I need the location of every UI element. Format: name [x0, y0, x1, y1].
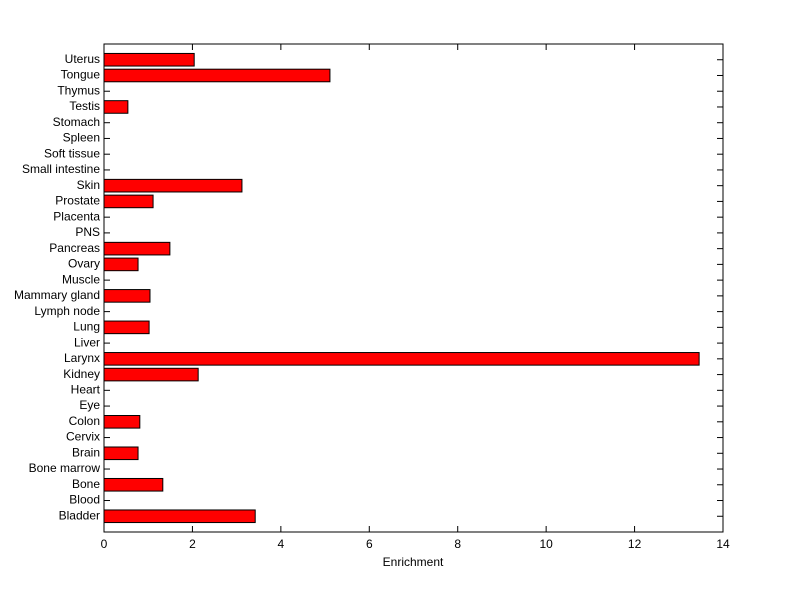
- y-tick-label: Small intestine: [22, 162, 100, 176]
- y-tick-label: Liver: [74, 335, 100, 349]
- y-tick-label: Thymus: [57, 83, 100, 97]
- bar: [103, 446, 139, 461]
- y-tick-label: Blood: [69, 493, 100, 507]
- y-tick-label: Bladder: [59, 508, 100, 522]
- y-tick-label: Mammary gland: [14, 288, 100, 302]
- y-tick-label: Cervix: [66, 430, 100, 444]
- y-tick-label: Prostate: [55, 194, 100, 208]
- y-tick-label: Testis: [69, 99, 100, 113]
- y-tick-label: Spleen: [63, 131, 100, 145]
- y-tick-label: Eye: [79, 398, 100, 412]
- bar: [103, 257, 139, 272]
- bar: [103, 241, 171, 256]
- y-tick-label: Heart: [71, 382, 101, 396]
- x-tick-label: 2: [189, 537, 196, 551]
- y-tick-label: Tongue: [61, 68, 101, 82]
- y-tick-label: Bone: [72, 477, 100, 491]
- x-tick-label: 6: [366, 537, 373, 551]
- bar: [103, 194, 154, 209]
- x-tick-label: 0: [101, 537, 108, 551]
- y-tick-label: Stomach: [53, 115, 100, 129]
- y-tick-label: Placenta: [53, 209, 100, 223]
- y-tick-label: Kidney: [63, 367, 100, 381]
- y-tick-label: Pancreas: [49, 241, 100, 255]
- bar: [103, 367, 199, 382]
- y-tick-label: Soft tissue: [44, 146, 100, 160]
- bar: [103, 100, 129, 114]
- y-tick-label: Skin: [77, 178, 100, 192]
- y-tick-label: Muscle: [62, 272, 100, 286]
- x-tick-label: 4: [278, 537, 285, 551]
- bar: [103, 178, 243, 193]
- y-tick-label: Colon: [69, 414, 100, 428]
- y-tick-label: Larynx: [64, 351, 100, 365]
- y-tick-label: Lung: [73, 320, 100, 334]
- y-tick-label: Uterus: [65, 52, 100, 66]
- x-tick-label: 14: [716, 537, 730, 551]
- bar: [103, 289, 151, 303]
- x-tick-label: 8: [454, 537, 461, 551]
- y-tick-label: Brain: [72, 445, 100, 459]
- bar: [103, 509, 256, 524]
- y-tick-label: Ovary: [68, 257, 100, 271]
- y-tick-label: Bone marrow: [29, 461, 101, 475]
- x-tick-label: 10: [539, 537, 553, 551]
- bar: [103, 52, 195, 67]
- x-tick-label: 12: [628, 537, 642, 551]
- bar: [103, 320, 150, 335]
- x-axis-label: Enrichment: [383, 555, 444, 569]
- y-tick-label: PNS: [75, 225, 100, 239]
- plot-area: [103, 43, 724, 533]
- bar: [103, 415, 141, 429]
- bar: [103, 68, 331, 83]
- bar: [103, 477, 164, 492]
- y-tick-label: Lymph node: [34, 304, 100, 318]
- bar: [103, 352, 700, 366]
